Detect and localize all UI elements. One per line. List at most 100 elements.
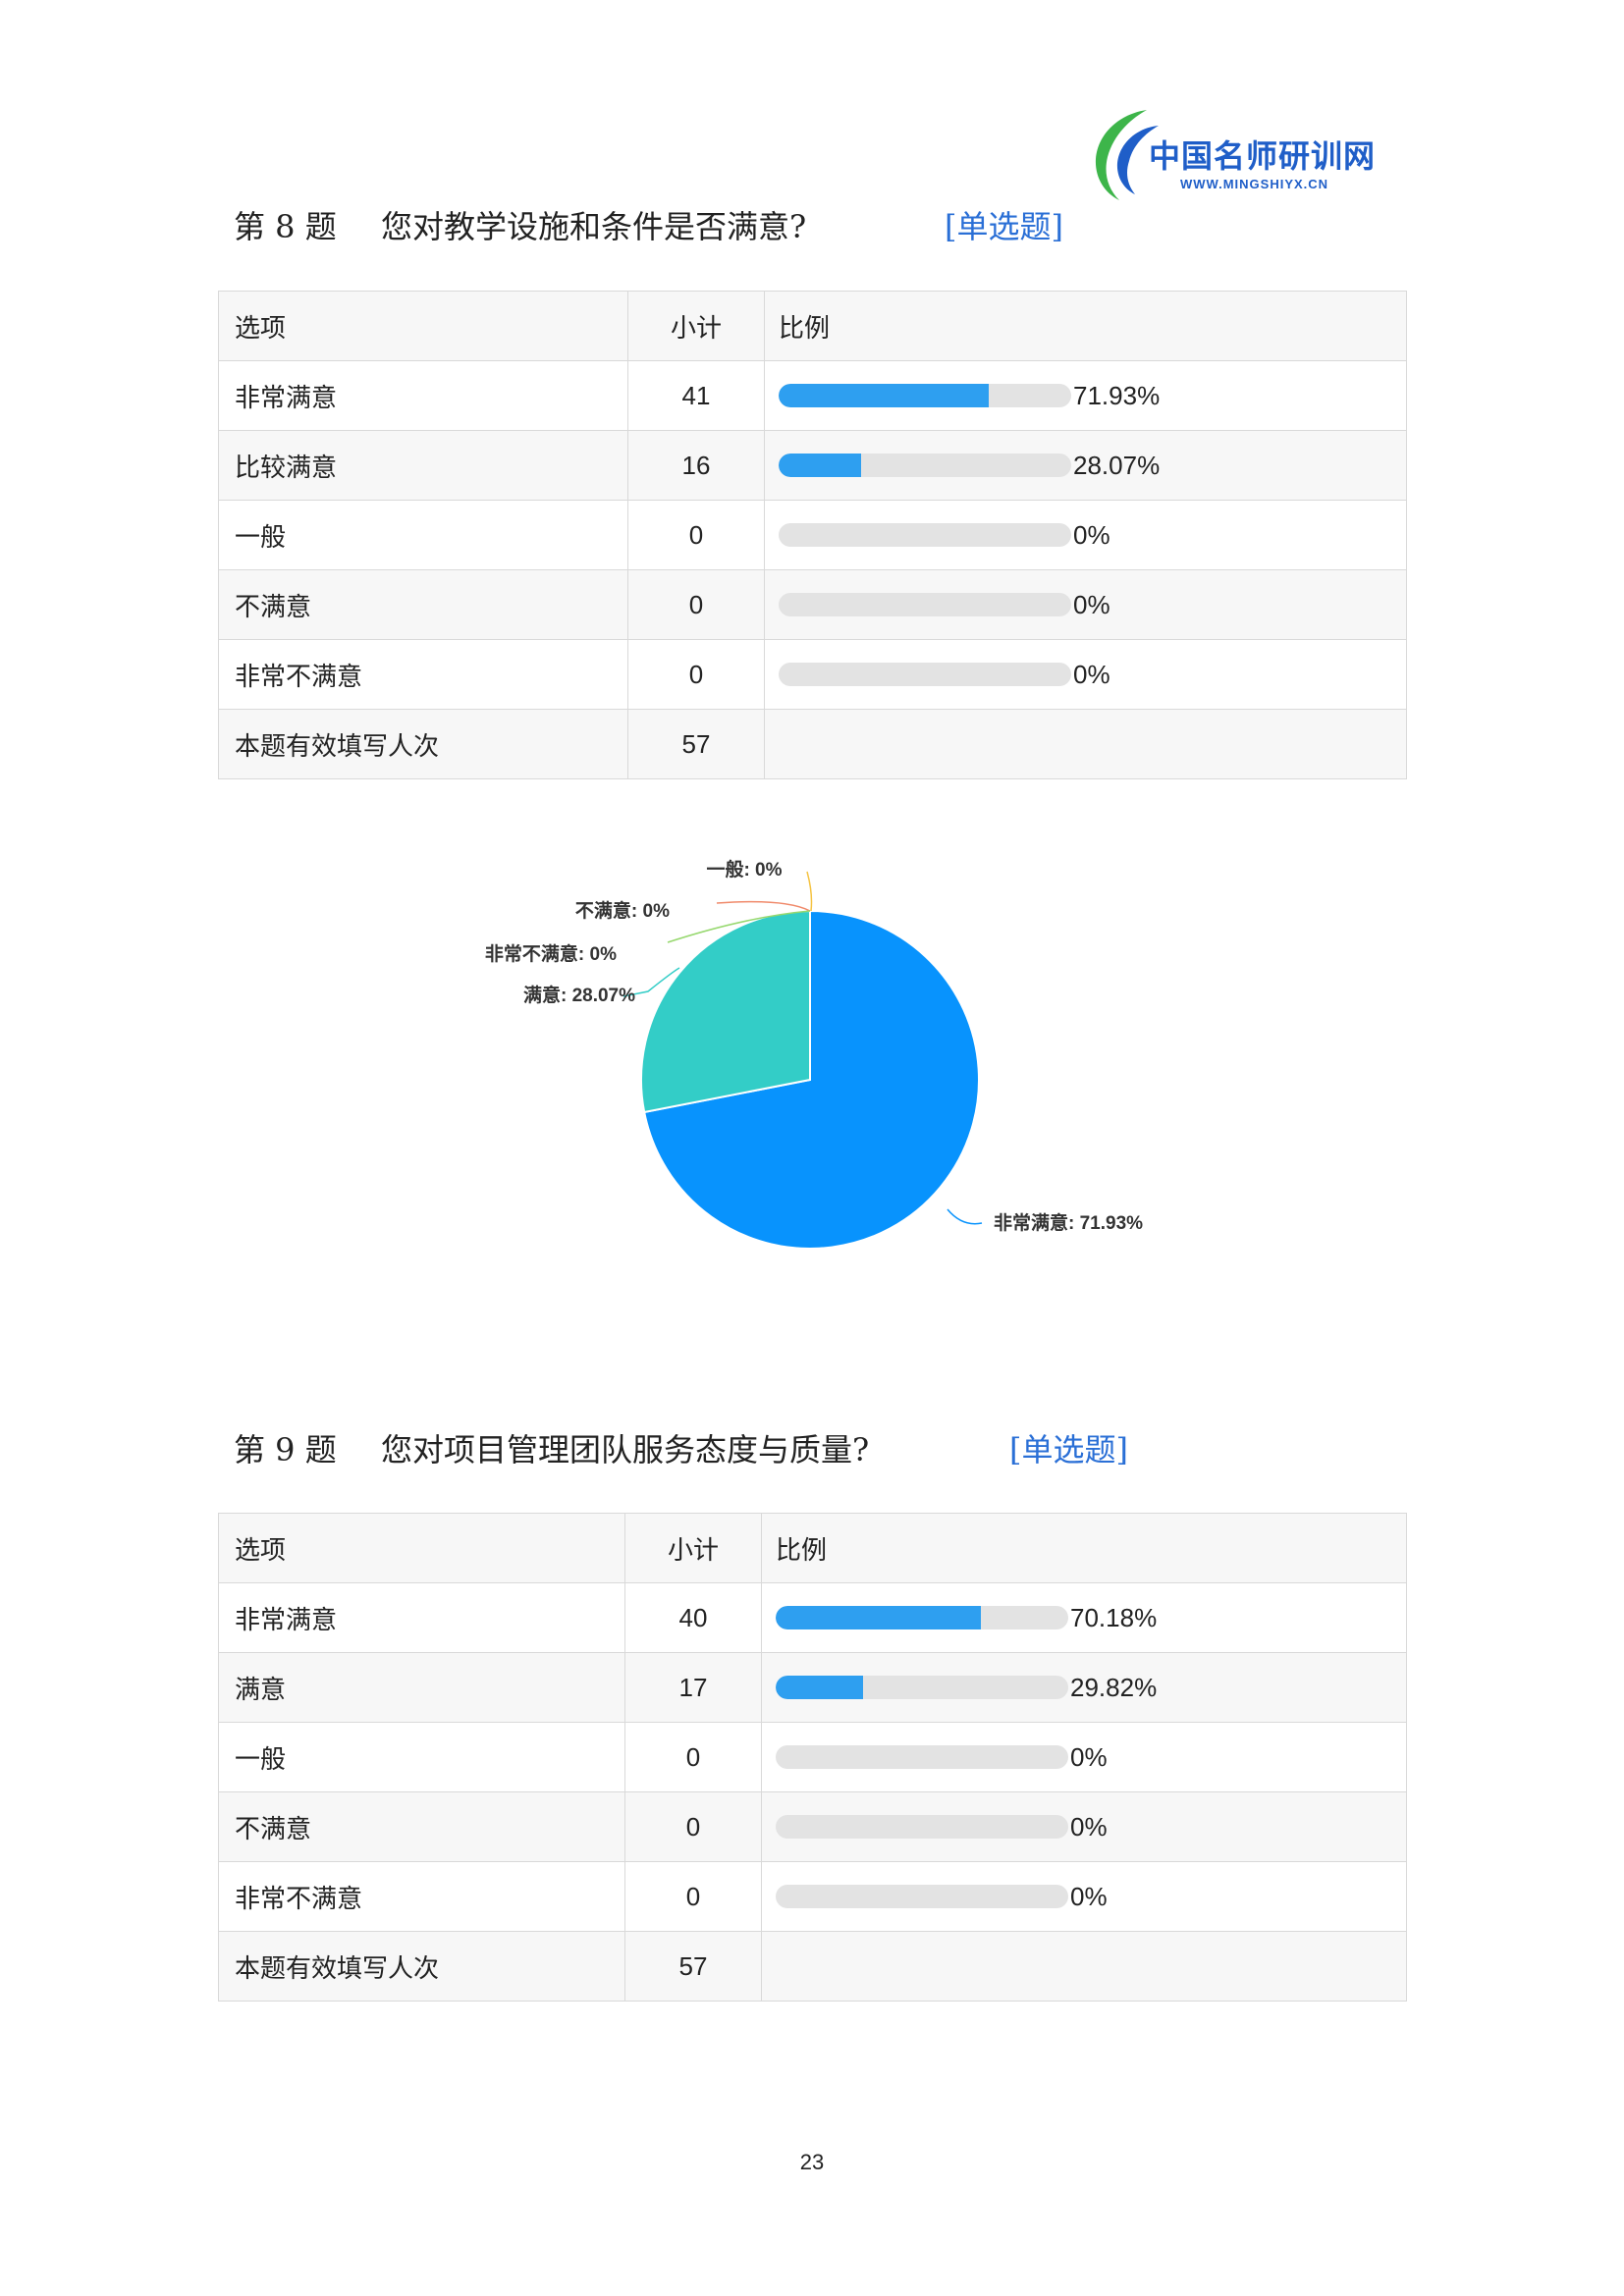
q8-results-table: 选项 小计 比例 非常满意 41 71.93% 比较满意 16 28.07% 一般 0 0% 不满… [218, 291, 1407, 779]
progress-fill [779, 454, 861, 477]
row-percent: 29.82% [1070, 1672, 1158, 1702]
pie-leader-line [667, 910, 811, 943]
row-count: 40 [624, 1582, 762, 1653]
header-option: 选项 [218, 1513, 625, 1583]
q9-title: 您对项目管理团队服务态度与质量? [381, 1431, 870, 1468]
row-percent: 0% [1073, 659, 1110, 689]
row-ratio: 0% [764, 639, 1407, 710]
total-empty-cell [761, 1931, 1407, 2002]
progress-bar [776, 1676, 1068, 1699]
row-count: 0 [627, 500, 765, 570]
table-header-row: 选项 小计 比例 [218, 1513, 1407, 1583]
row-percent: 70.18% [1070, 1602, 1158, 1632]
pie-label: 非常不满意: 0% [485, 942, 617, 965]
progress-bar [779, 523, 1071, 547]
row-count: 0 [624, 1791, 762, 1862]
table-row: 非常满意 41 71.93% [218, 360, 1407, 431]
row-ratio: 29.82% [761, 1652, 1407, 1723]
row-count: 0 [624, 1722, 762, 1792]
pie-label: 满意: 28.07% [523, 984, 635, 1006]
table-row: 不满意 0 0% [218, 1791, 1407, 1862]
row-ratio: 0% [764, 500, 1407, 570]
progress-bar [776, 1745, 1068, 1769]
table-row: 非常满意 40 70.18% [218, 1582, 1407, 1653]
pie-label: 一般: 0% [706, 858, 782, 881]
q8-heading: 第 8 题 您对教学设施和条件是否满意? [234, 202, 806, 247]
q8-type: [单选题] [945, 208, 1063, 245]
progress-bar [776, 1815, 1068, 1839]
row-option: 不满意 [218, 1791, 625, 1862]
row-ratio: 28.07% [764, 430, 1407, 501]
row-option: 非常满意 [218, 1582, 625, 1653]
row-count: 17 [624, 1652, 762, 1723]
table-row: 一般 0 0% [218, 500, 1407, 570]
pie-leader-line [716, 900, 811, 912]
pie-label: 非常满意: 71.93% [994, 1211, 1143, 1234]
row-count: 0 [627, 639, 765, 710]
logo-url: WWW.MINGSHIYX.CN [1180, 177, 1329, 191]
total-empty-cell [764, 709, 1407, 779]
table-total-row: 本题有效填写人次 57 [218, 709, 1407, 779]
row-percent: 0% [1070, 1881, 1108, 1911]
row-count: 16 [627, 430, 765, 501]
row-option: 一般 [218, 1722, 625, 1792]
table-row: 比较满意 16 28.07% [218, 430, 1407, 501]
pie-slice [640, 909, 811, 1114]
progress-bar [779, 593, 1071, 616]
pie-leader-line [623, 967, 680, 997]
row-ratio: 71.93% [764, 360, 1407, 431]
header-ratio: 比例 [761, 1513, 1407, 1583]
progress-fill [779, 384, 990, 407]
table-total-row: 本题有效填写人次 57 [218, 1931, 1407, 2002]
row-ratio: 0% [761, 1722, 1407, 1792]
row-option: 满意 [218, 1652, 625, 1723]
table-row: 一般 0 0% [218, 1722, 1407, 1792]
row-percent: 28.07% [1073, 450, 1161, 480]
progress-bar [779, 663, 1071, 686]
table-row: 满意 17 29.82% [218, 1652, 1407, 1723]
row-percent: 0% [1073, 589, 1110, 619]
row-option: 非常不满意 [218, 1861, 625, 1932]
pie-leader-line [947, 1208, 983, 1225]
row-percent: 0% [1070, 1811, 1108, 1842]
pie-label: 不满意: 0% [575, 899, 670, 922]
q9-type: [单选题] [1009, 1431, 1128, 1468]
progress-bar [779, 384, 1071, 407]
q8-title: 您对教学设施和条件是否满意? [381, 208, 807, 245]
table-header-row: 选项 小计 比例 [218, 291, 1407, 361]
row-count: 0 [627, 569, 765, 640]
table-row: 非常不满意 0 0% [218, 639, 1407, 710]
pie-slice [643, 909, 980, 1250]
progress-fill [776, 1606, 982, 1629]
q9-heading: 第 9 题 您对项目管理团队服务态度与质量? [234, 1425, 869, 1470]
table-row: 不满意 0 0% [218, 569, 1407, 640]
row-percent: 71.93% [1073, 380, 1161, 410]
q8-pie-chart: 非常满意: 71.93% 满意: 28.07% 一般: 0% 不满意: 0% 非常不满意… [485, 858, 1143, 1250]
q8-number: 第 8 题 [234, 208, 337, 245]
row-option: 不满意 [218, 569, 628, 640]
logo-swoosh-icon [1095, 110, 1159, 200]
logo-name: 中国名师研训网 [1149, 137, 1377, 175]
total-label: 本题有效填写人次 [218, 1931, 625, 2002]
header-count: 小计 [627, 291, 765, 361]
progress-bar [776, 1606, 1068, 1629]
row-option: 比较满意 [218, 430, 628, 501]
header-option: 选项 [218, 291, 628, 361]
row-ratio: 70.18% [761, 1582, 1407, 1653]
total-label: 本题有效填写人次 [218, 709, 628, 779]
progress-fill [776, 1676, 863, 1699]
total-count: 57 [624, 1931, 762, 2002]
q9-number: 第 9 题 [234, 1431, 337, 1468]
table-row: 非常不满意 0 0% [218, 1861, 1407, 1932]
page-number: 23 [799, 2150, 825, 2174]
progress-bar [776, 1885, 1068, 1908]
row-count: 0 [624, 1861, 762, 1932]
row-ratio: 0% [761, 1791, 1407, 1862]
row-percent: 0% [1073, 519, 1110, 550]
header-ratio: 比例 [764, 291, 1407, 361]
row-percent: 0% [1070, 1741, 1108, 1772]
row-option: 一般 [218, 500, 628, 570]
pie-leader-line [806, 871, 813, 912]
site-logo: 中国名师研训网 WWW.MINGSHIYX.CN [1090, 104, 1394, 202]
header-count: 小计 [624, 1513, 762, 1583]
